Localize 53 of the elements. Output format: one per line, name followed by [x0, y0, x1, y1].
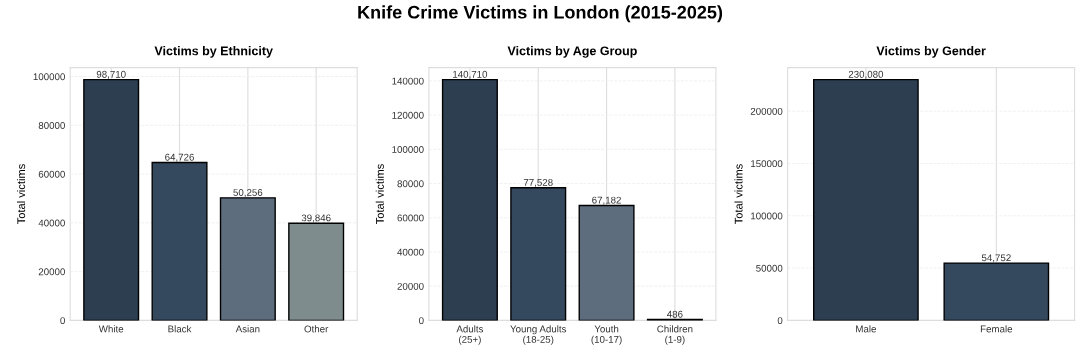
x-tick-label: Young Adults (18-25)	[510, 325, 567, 345]
bar	[219, 197, 276, 321]
text: Knife Crime Victims in London (2015-2025)	[358, 5, 723, 23]
y-axis-title: Total victims	[734, 164, 743, 225]
bar	[288, 222, 345, 321]
data-label: 486	[667, 310, 683, 318]
chart-title: Victims by Age Group	[507, 46, 637, 58]
x-tick-label: Female	[980, 325, 1013, 333]
x-tick-label: Youth (10-17)	[591, 325, 622, 345]
y-tick-label: 60000	[397, 214, 424, 222]
chart-title: Victims by Ethnicity	[154, 46, 273, 58]
y-tick-label: 100000	[751, 212, 783, 220]
y-tick-label: 40000	[38, 219, 65, 227]
y-axis-title: Total victims	[16, 164, 26, 225]
y-tick-label: 100000	[392, 146, 424, 153]
y-tick-label: 50000	[756, 264, 783, 272]
data-label: 98,710	[96, 70, 126, 79]
y-axis-title: Total victims	[375, 164, 384, 225]
y-tick-label: 80000	[397, 180, 424, 188]
data-label: 54,752	[981, 254, 1011, 263]
data-label: 140,710	[453, 70, 488, 79]
y-tick-label: 150000	[751, 160, 783, 168]
y-tick-label: 200000	[750, 107, 783, 115]
x-tick-label: Adults (25+)	[456, 325, 484, 345]
y-tick-label: 0	[60, 317, 65, 325]
y-tick-label: 0	[419, 317, 424, 325]
bar	[83, 78, 140, 321]
bar	[441, 78, 498, 321]
y-tick-label: 100000	[33, 73, 65, 81]
x-tick-label: Asian	[235, 325, 260, 333]
y-tick-label: 40000	[397, 248, 424, 256]
y-tick-label: 120000	[392, 111, 424, 119]
data-label: 50,256	[233, 189, 263, 198]
bar	[578, 204, 635, 321]
data-label: 67,182	[592, 196, 621, 205]
y-tick-label: 20000	[38, 268, 65, 276]
x-tick-label: Black	[168, 325, 192, 333]
chart-title: Victims by Gender	[876, 46, 986, 58]
y-tick-label: 80000	[38, 122, 65, 129]
data-label: 230,080	[848, 70, 884, 79]
x-tick-label: Male	[856, 325, 876, 333]
x-tick-label: Other	[304, 325, 329, 333]
data-label: 39,846	[301, 214, 331, 223]
x-tick-label: White	[98, 325, 124, 333]
y-tick-label: 0	[777, 317, 783, 325]
bar	[510, 187, 567, 321]
y-tick-label: 20000	[397, 282, 424, 290]
data-label: 64,726	[165, 153, 194, 162]
data-label: 77,528	[523, 178, 553, 187]
y-tick-label: 140000	[392, 77, 424, 85]
x-tick-label: Children (1-9)	[657, 325, 693, 345]
y-tick-label: 60000	[38, 170, 65, 178]
bar	[151, 161, 208, 321]
